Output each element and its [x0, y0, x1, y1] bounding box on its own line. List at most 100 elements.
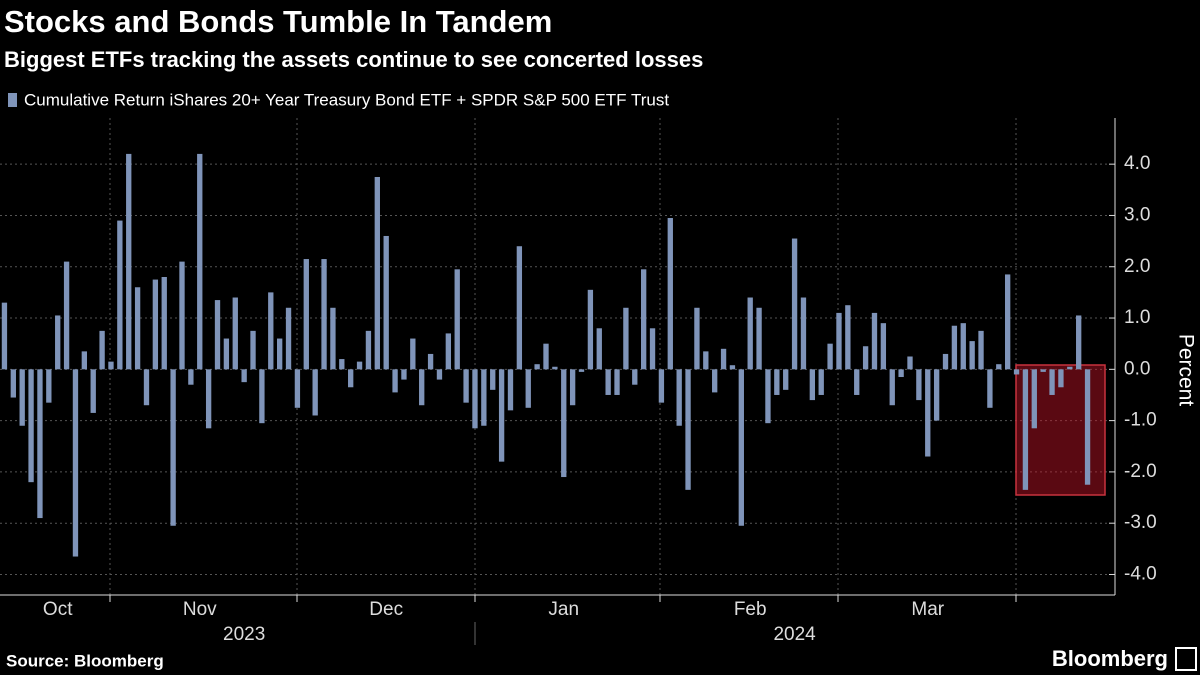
x-tick-label: Dec	[369, 599, 403, 620]
bar	[561, 369, 567, 478]
x-tick-label: Feb	[734, 599, 767, 620]
year-label: 2023	[223, 624, 265, 645]
bar	[63, 261, 70, 370]
bar	[312, 369, 318, 416]
bar	[1084, 369, 1091, 485]
bar	[747, 297, 753, 370]
bar	[330, 307, 336, 370]
bar	[862, 346, 869, 370]
bar	[490, 369, 496, 390]
bar	[348, 369, 354, 388]
bar	[907, 356, 913, 370]
bar	[10, 369, 16, 398]
bar	[712, 369, 718, 393]
bar	[694, 307, 700, 370]
bar	[152, 279, 159, 370]
bar	[223, 338, 230, 370]
bar	[836, 312, 842, 370]
bar	[259, 369, 265, 424]
bar	[676, 369, 682, 426]
bar	[614, 369, 620, 395]
bar	[969, 341, 975, 370]
bar	[729, 365, 736, 370]
bar	[942, 353, 949, 370]
bar	[667, 218, 673, 370]
bar	[214, 300, 221, 370]
bar	[472, 369, 478, 429]
bar	[303, 259, 309, 370]
bar	[925, 369, 931, 457]
bar	[365, 330, 372, 370]
bar	[463, 369, 469, 403]
y-tick-label: -2.0	[1124, 461, 1157, 482]
bar	[436, 369, 443, 380]
bar	[117, 220, 123, 370]
bar	[134, 287, 141, 370]
bar	[543, 343, 549, 370]
bar	[1, 302, 8, 370]
bar	[1013, 369, 1020, 375]
bar	[108, 361, 114, 370]
bar	[481, 369, 487, 426]
bar	[179, 261, 185, 370]
chart-subtitle: Biggest ETFs tracking the assets continu…	[4, 47, 703, 72]
bar	[374, 176, 380, 370]
bar	[419, 369, 425, 406]
bar	[534, 364, 540, 370]
bar	[1049, 369, 1055, 395]
bar	[1058, 369, 1064, 388]
x-tick-label: Mar	[911, 599, 944, 620]
bar	[569, 369, 576, 406]
bar	[321, 259, 327, 370]
bar	[516, 246, 523, 370]
bar	[978, 330, 984, 370]
bar	[756, 307, 762, 370]
bar	[809, 369, 816, 401]
bar	[596, 328, 602, 370]
bar	[241, 369, 247, 383]
bar	[552, 366, 558, 370]
bar	[427, 353, 434, 370]
source: Source: Bloomberg	[6, 651, 164, 670]
bar	[188, 369, 194, 385]
bar	[578, 369, 585, 372]
bar	[933, 369, 940, 421]
bar	[90, 369, 96, 413]
bar	[401, 369, 407, 380]
bar	[126, 153, 132, 370]
bar	[587, 289, 594, 370]
y-tick-label: -3.0	[1124, 512, 1157, 533]
bar	[498, 369, 505, 462]
bar	[996, 364, 1002, 370]
bar	[765, 369, 771, 424]
bar	[1031, 369, 1037, 429]
bar	[46, 369, 52, 403]
legend-swatch	[8, 93, 17, 107]
bar	[827, 343, 833, 370]
bar	[37, 369, 43, 519]
bar	[658, 369, 665, 403]
bar	[1076, 315, 1082, 370]
bar	[276, 338, 283, 370]
brand: Bloomberg	[1052, 646, 1168, 671]
bar	[1067, 366, 1073, 370]
bar	[445, 333, 452, 370]
chart-title: Stocks and Bonds Tumble In Tandem	[4, 4, 552, 39]
bar	[205, 369, 212, 429]
bar	[951, 325, 958, 370]
bar	[818, 369, 824, 395]
bar	[854, 369, 860, 395]
y-tick-label: -1.0	[1124, 410, 1157, 431]
bar	[81, 351, 88, 370]
bar	[525, 369, 531, 408]
bar	[898, 369, 904, 378]
x-tick-label: Nov	[183, 599, 217, 620]
bar	[685, 369, 691, 490]
y-tick-label: 0.0	[1124, 358, 1150, 379]
bar	[161, 277, 167, 370]
bar	[1004, 274, 1011, 370]
bar	[880, 323, 887, 370]
bar	[632, 369, 638, 385]
y-tick-label: 1.0	[1124, 307, 1150, 328]
brand-icon	[1175, 647, 1197, 671]
